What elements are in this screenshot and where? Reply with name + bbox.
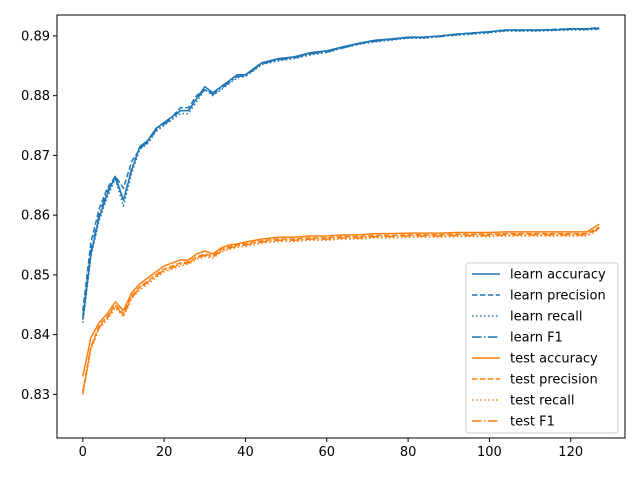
x-tick-label: 60 <box>318 445 335 460</box>
legend-entry-label: test recall <box>510 394 575 409</box>
series-line-test-accuracy <box>82 223 600 377</box>
series-line-test-recall <box>82 228 600 395</box>
legend-entry-label: learn precision <box>510 289 606 304</box>
plot-frame <box>56 14 626 439</box>
x-axis-ticks: 0 20 40 60 80 100 120 <box>79 438 583 460</box>
x-tick-label: 100 <box>477 445 502 460</box>
series-line-test-f1 <box>82 227 600 394</box>
legend: learn accuracy learn precision learn recal… <box>465 262 619 434</box>
y-tick-label: 0.83 <box>21 388 50 403</box>
y-tick-label: 0.88 <box>21 89 50 104</box>
x-tick-label: 20 <box>156 445 173 460</box>
x-tick-label: 120 <box>558 445 583 460</box>
legend-entry-label: learn recall <box>510 310 582 325</box>
y-tick-label: 0.87 <box>21 149 50 164</box>
legend-entry-label: learn accuracy <box>510 268 606 283</box>
x-tick-label: 0 <box>79 445 87 460</box>
legend-entry-label: learn F1 <box>510 331 563 346</box>
legend-box <box>465 262 619 434</box>
series-line-test-precision <box>82 226 600 392</box>
y-tick-label: 0.85 <box>21 268 50 283</box>
legend-entry-label: test precision <box>510 373 598 388</box>
legend-entry-label: test accuracy <box>510 352 598 367</box>
y-axis-ticks: 0.83 0.84 0.85 0.86 0.87 0.88 0.89 <box>21 29 57 403</box>
series-lines <box>82 26 600 395</box>
y-tick-label: 0.86 <box>21 209 50 224</box>
x-tick-label: 40 <box>237 445 254 460</box>
legend-entry-label: test F1 <box>510 415 555 430</box>
series-line-learn-f1 <box>82 27 600 317</box>
y-tick-label: 0.84 <box>21 328 50 343</box>
x-tick-label: 80 <box>400 445 417 460</box>
y-tick-label: 0.89 <box>21 29 50 44</box>
